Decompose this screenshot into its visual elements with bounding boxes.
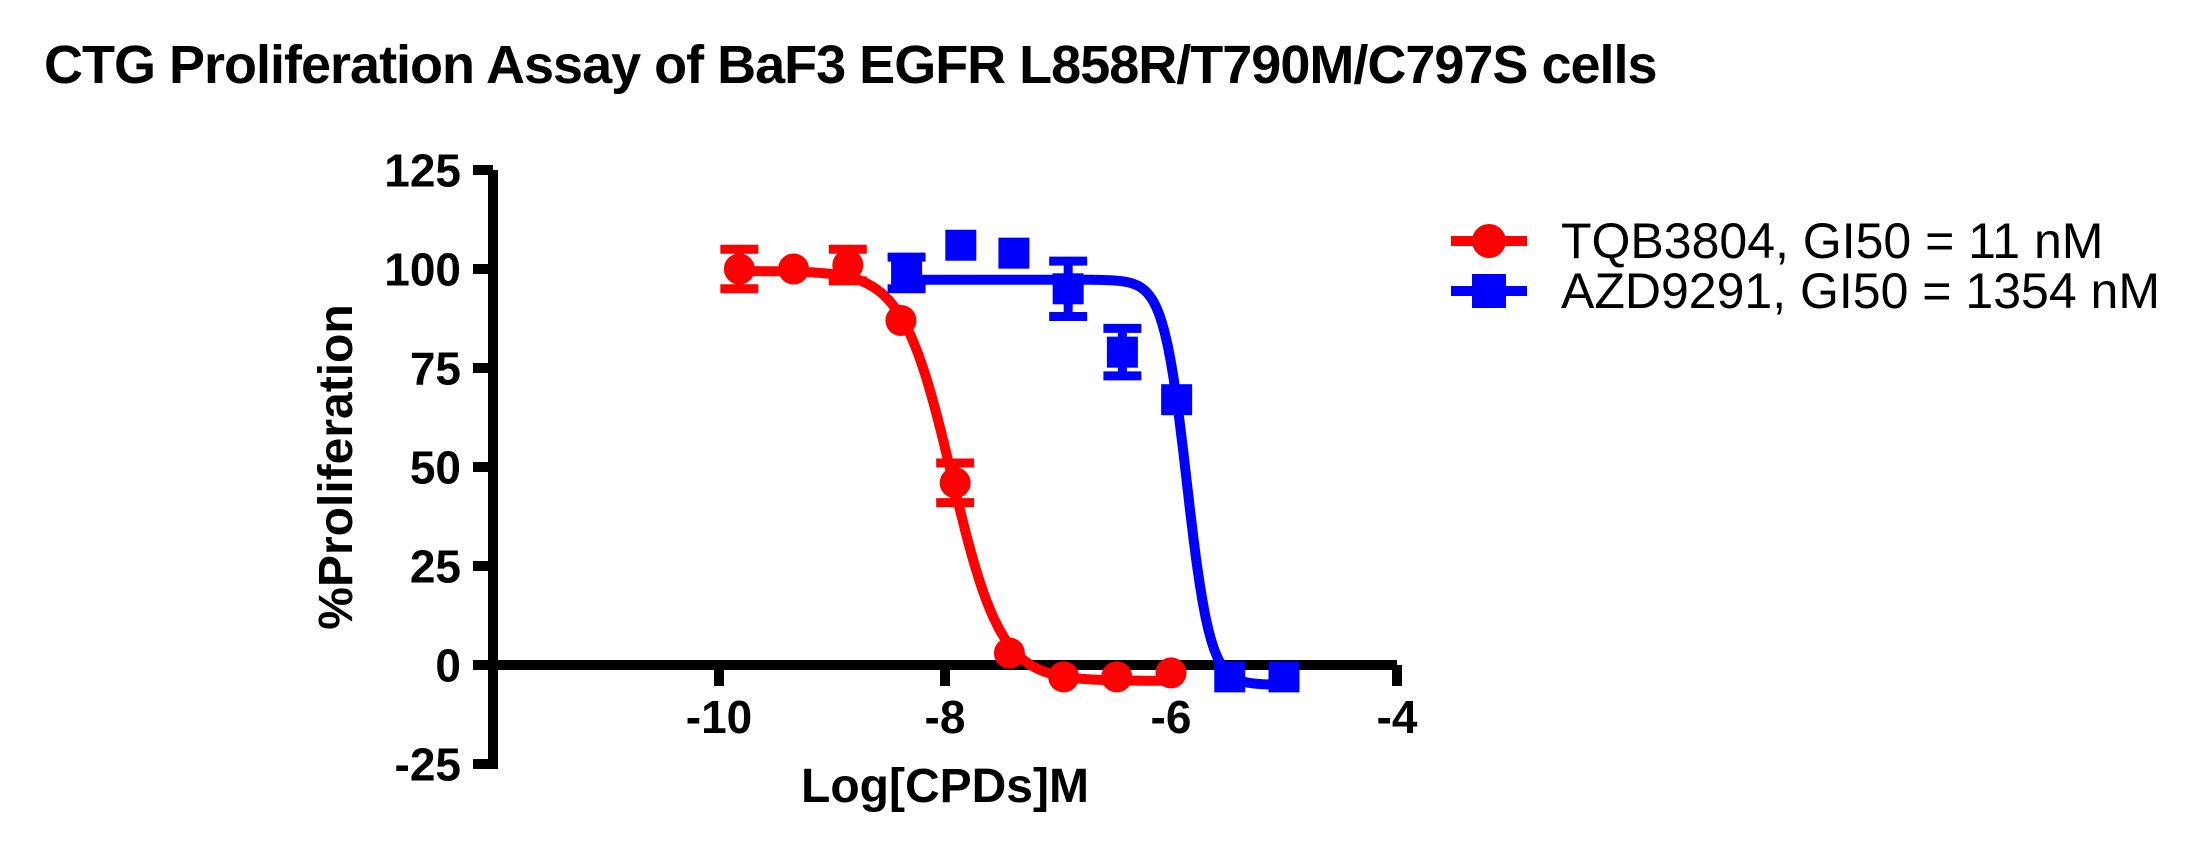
svg-text:125: 125: [384, 145, 461, 197]
svg-text:-4: -4: [1377, 691, 1418, 743]
x-axis-ticks: -10 -8 -6 -4: [686, 665, 1418, 743]
legend-label-tqb3804: TQB3804, GI50 = 11 nM: [1561, 213, 2104, 269]
azd9291-data-point: [945, 229, 977, 261]
y-axis-ticks: -25 0 25 50 75 100 125: [384, 145, 493, 791]
y-axis-title: %Proliferation: [310, 304, 363, 629]
azd9291-data-point: [1214, 661, 1246, 693]
tqb3804-circle-marker-icon: [1451, 224, 1527, 258]
tqb3804-data-point: [778, 253, 810, 285]
svg-text:25: 25: [410, 541, 461, 593]
tqb3804-data-point: [1155, 657, 1187, 689]
tqb3804-data-point: [832, 249, 864, 281]
tqb3804-data-point: [939, 467, 971, 499]
svg-text:-25: -25: [395, 739, 461, 791]
svg-text:-8: -8: [925, 691, 966, 743]
azd9291-data-point: [1161, 384, 1193, 416]
svg-text:-10: -10: [686, 691, 752, 743]
svg-text:100: 100: [384, 244, 461, 296]
x-axis-title: Log[CPDs]M: [801, 760, 1089, 813]
series-azd9291: [887, 229, 1300, 693]
legend: TQB3804, GI50 = 11 nM AZD9291, GI50 = 13…: [1450, 216, 2160, 316]
tqb3804-data-point: [993, 637, 1025, 669]
tqb3804-data-point: [1048, 661, 1080, 693]
tqb3804-data-point: [1101, 661, 1133, 693]
azd9291-data-point: [1052, 273, 1084, 305]
series-tqb3804: [720, 244, 1187, 693]
chart-title: CTG Proliferation Assay of BaF3 EGFR L85…: [44, 35, 1658, 95]
legend-label-azd9291: AZD9291, GI50 = 1354 nM: [1561, 263, 2160, 319]
svg-text:75: 75: [410, 343, 461, 395]
azd9291-data-point: [1268, 661, 1300, 693]
tqb3804-data-point: [885, 304, 917, 336]
azd9291-square-marker-icon: [1451, 274, 1527, 308]
azd9291-data-point: [1106, 336, 1138, 368]
azd9291-data-point: [891, 257, 923, 289]
svg-text:0: 0: [435, 640, 461, 692]
legend-item-tqb3804: TQB3804, GI50 = 11 nM: [1450, 216, 2160, 266]
legend-item-azd9291: AZD9291, GI50 = 1354 nM: [1450, 266, 2160, 316]
svg-text:50: 50: [410, 442, 461, 494]
azd9291-data-point: [998, 237, 1030, 269]
svg-text:-6: -6: [1151, 691, 1192, 743]
tqb3804-data-point: [723, 253, 755, 285]
